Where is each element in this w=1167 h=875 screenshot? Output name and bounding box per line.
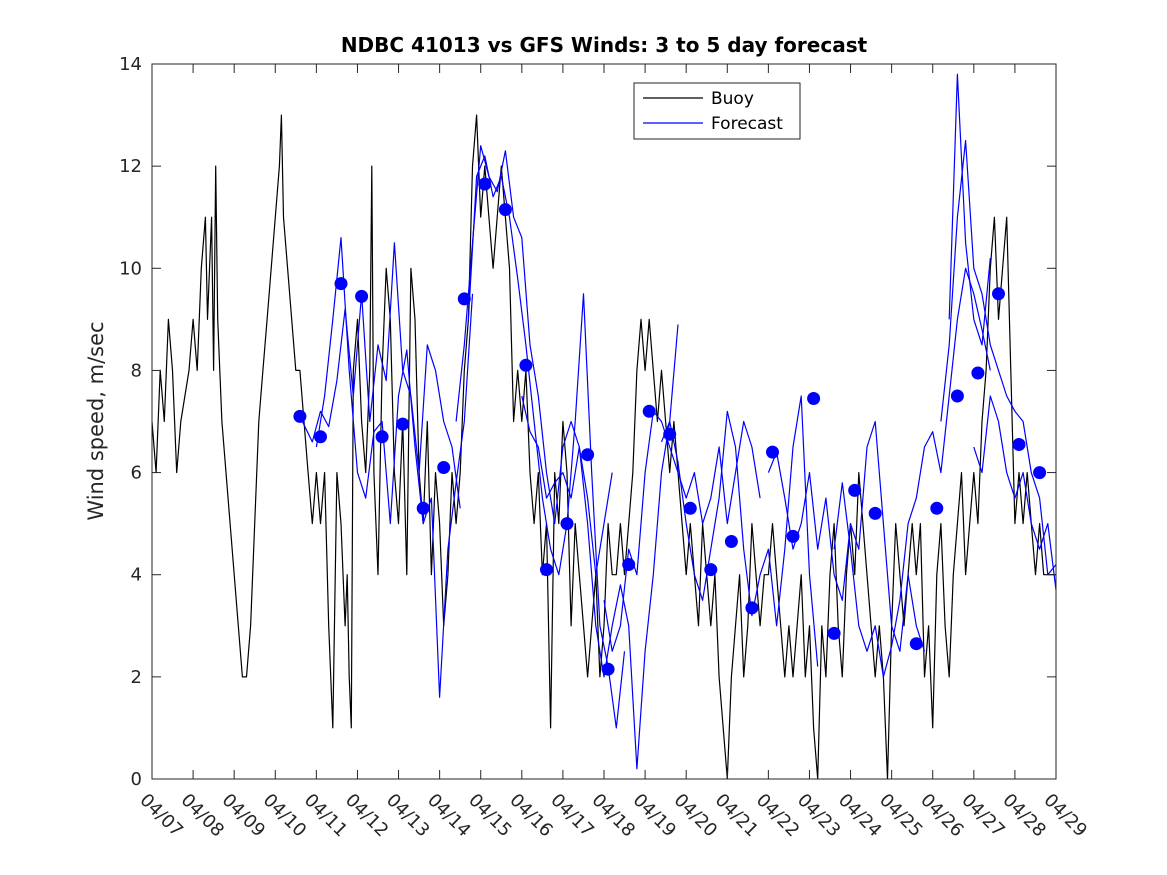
forecast-line [948, 73, 991, 346]
forecast-marker [396, 417, 410, 431]
chart-title: NDBC 41013 vs GFS Winds: 3 to 5 day fore… [341, 33, 868, 57]
forecast-marker [724, 535, 738, 548]
y-tick-label: 12 [119, 156, 142, 177]
forecast-marker [581, 448, 595, 462]
forecast-marker [1033, 466, 1047, 480]
y-tick-label: 8 [131, 360, 142, 381]
forecast-marker [786, 529, 800, 543]
forecast-marker [416, 501, 430, 515]
legend: Buoy Forecast [633, 82, 801, 140]
buoy-line [151, 114, 1056, 780]
forecast-marker [909, 637, 923, 651]
y-axis-ticks: 0 2 4 6 8 10 12 14 [119, 54, 1056, 790]
forecast-marker [375, 430, 389, 444]
forecast-line [315, 237, 474, 698]
y-tick-label: 4 [131, 565, 142, 586]
forecast-line [940, 140, 1057, 576]
forecast-line [455, 145, 613, 576]
forecast-marker [992, 287, 1005, 301]
forecast-marker [827, 626, 841, 640]
forecast-marker [683, 501, 697, 515]
forecast-marker [745, 601, 759, 615]
forecast-line [603, 410, 761, 652]
forecast-line [973, 395, 1057, 591]
forecast-marker [293, 409, 307, 423]
forecast-marker [868, 506, 882, 520]
forecast-series-layer [299, 73, 1057, 770]
forecast-marker [601, 662, 615, 676]
forecast-marker [971, 366, 985, 380]
forecast-line [767, 420, 926, 652]
y-tick-label: 2 [131, 667, 142, 688]
y-tick-label: 14 [119, 54, 142, 75]
forecast-line [299, 242, 461, 509]
y-axis-label: Wind speed, m/sec [84, 321, 108, 520]
y-tick-label: 0 [131, 769, 142, 790]
forecast-marker [1012, 438, 1026, 451]
forecast-line [467, 155, 626, 729]
forecast-marker [663, 427, 677, 441]
y-tick-label: 10 [119, 258, 142, 279]
forecast-marker [930, 501, 944, 515]
forecast-marker [766, 445, 779, 459]
forecast-marker [498, 203, 512, 217]
legend-label-forecast: Forecast [711, 114, 783, 134]
forecast-line [833, 267, 991, 678]
y-tick-label: 6 [131, 463, 142, 484]
forecast-marker-layer [293, 177, 1047, 676]
buoy-series-layer [151, 114, 1056, 780]
forecast-marker [704, 563, 718, 577]
forecast-marker [314, 430, 327, 444]
forecast-marker [848, 483, 862, 497]
forecast-marker [478, 177, 492, 191]
forecast-marker [642, 404, 656, 418]
forecast-marker [334, 277, 348, 291]
forecast-marker [355, 289, 369, 303]
forecast-marker [519, 358, 533, 372]
forecast-marker [457, 292, 471, 306]
forecast-marker [560, 517, 574, 531]
forecast-line [521, 324, 679, 770]
legend-label-buoy: Buoy [711, 89, 754, 109]
forecast-marker [807, 392, 821, 405]
forecast-marker [437, 461, 451, 474]
forecast-marker [622, 558, 636, 571]
forecast-line [660, 395, 819, 667]
forecast-marker [950, 389, 964, 403]
forecast-marker [540, 563, 553, 577]
legend-box [633, 82, 801, 140]
